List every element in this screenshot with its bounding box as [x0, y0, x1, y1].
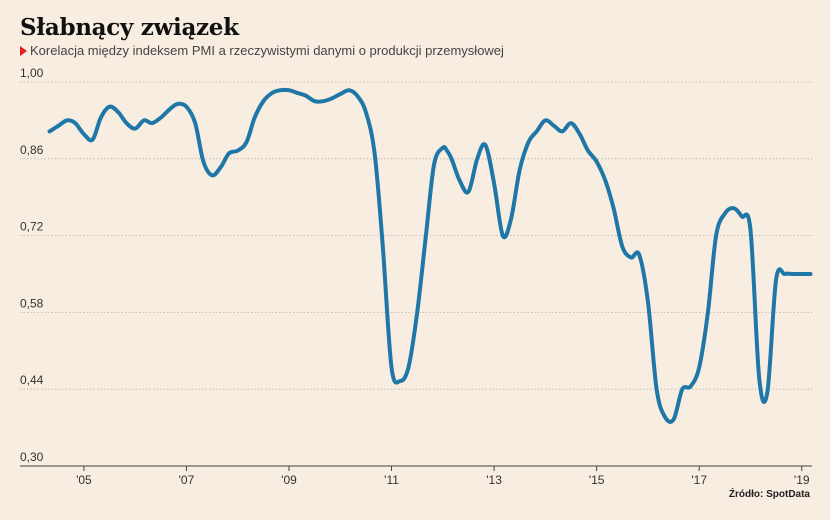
x-tick-label: '17 — [691, 473, 707, 487]
series-group — [47, 87, 813, 424]
chart-subtitle-text: Korelacja między indeksem PMI a rzeczywi… — [30, 43, 504, 58]
y-tick-label: 1,00 — [20, 66, 44, 80]
red-triangle-icon — [20, 46, 27, 56]
x-tick-label: '15 — [589, 473, 605, 487]
y-tick-label: 0,44 — [20, 373, 44, 387]
x-tick-label: '11 — [384, 473, 399, 487]
y-tick-label: 0,86 — [20, 143, 44, 157]
chart-title: Słabnący związek — [20, 14, 239, 41]
chart-subtitle: Korelacja między indeksem PMI a rzeczywi… — [20, 43, 504, 58]
x-tick-label: '07 — [179, 473, 195, 487]
y-axis-ticks: 1,00 0,86 0,72 0,58 0,44 0,30 — [20, 66, 44, 464]
y-tick-label: 0,58 — [20, 296, 44, 310]
x-tick-label: '09 — [281, 473, 297, 487]
y-tick-label: 0,30 — [20, 450, 44, 464]
series-line-correlation — [47, 87, 813, 424]
x-tick-label: '13 — [486, 473, 502, 487]
x-tick-label: '05 — [76, 473, 92, 487]
source-note: Źródło: SpotData — [728, 489, 810, 500]
x-tick-label: '19 — [794, 473, 810, 487]
x-axis-ticks: '05 '07 '09 '11 '13 '15 '17 '19 — [76, 466, 810, 487]
grid-lines — [20, 81, 812, 467]
y-tick-label: 0,72 — [20, 220, 44, 234]
